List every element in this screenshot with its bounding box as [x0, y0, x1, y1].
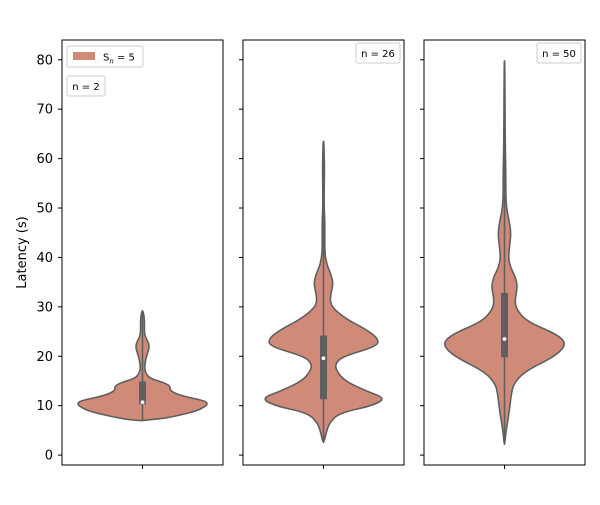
- iqr-box: [320, 335, 327, 400]
- y-tick-label: 40: [36, 251, 53, 266]
- y-tick-label: 0: [45, 449, 53, 464]
- y-tick-label: 30: [36, 300, 53, 315]
- y-tick-label: 80: [36, 53, 53, 68]
- y-tick-label: 20: [36, 350, 53, 365]
- panel-2: n = 26: [239, 39, 405, 469]
- legend-box: [66, 45, 144, 68]
- annotation-box: [355, 42, 401, 64]
- iqr-box: [139, 381, 146, 405]
- median-marker: [502, 337, 507, 341]
- y-tick-label: 50: [36, 202, 53, 217]
- panel-3: n = 50: [420, 39, 586, 469]
- annotation-label: n = 2: [72, 82, 99, 93]
- y-axis-label: Latency (s): [15, 216, 30, 288]
- median-marker: [321, 356, 326, 361]
- annotation-box: [66, 75, 106, 97]
- y-tick-label: 10: [36, 399, 53, 414]
- legend: Sn = 5: [66, 45, 144, 68]
- annotation-label: n = 26: [361, 49, 395, 60]
- panel-1: n = 2: [58, 39, 224, 469]
- annotation-box: [536, 42, 582, 64]
- legend-label: Sn = 5: [103, 53, 135, 66]
- median-marker: [140, 400, 145, 405]
- y-tick-label: 60: [36, 152, 53, 167]
- legend-swatch: [73, 52, 95, 60]
- y-tick-label: 70: [36, 103, 53, 118]
- annotation-label: n = 50: [542, 49, 576, 60]
- iqr-box: [501, 293, 508, 358]
